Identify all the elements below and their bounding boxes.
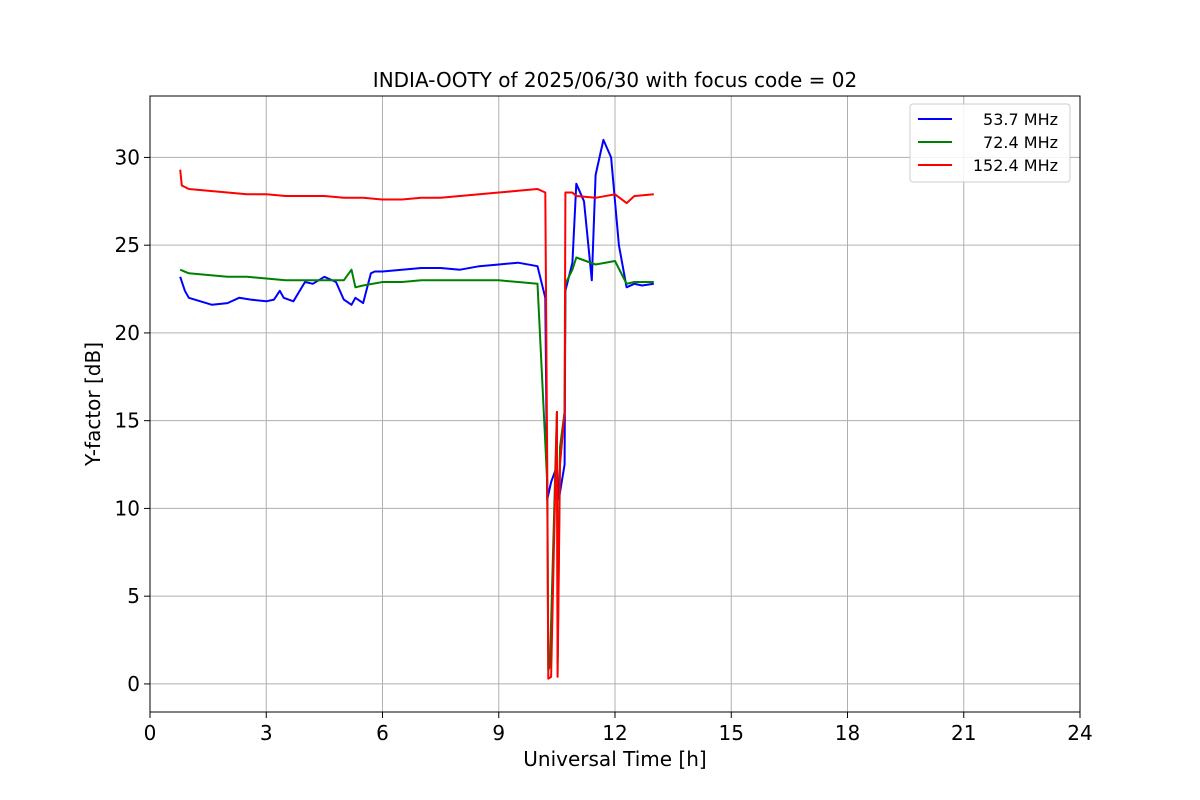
series-line-1 (179, 138, 654, 501)
y-tick-label: 25 (115, 233, 140, 257)
x-tick-label: 6 (376, 721, 389, 745)
x-tick-label: 18 (835, 721, 860, 745)
y-axis-label: Y-factor [dB] (81, 342, 105, 467)
axis-ticks: 0 3 6 9 12 15 18 21 24 0 5 10 15 20 25 30 (115, 145, 1093, 745)
legend-label-3: 152.4 MHz (973, 156, 1058, 175)
x-tick-label: 9 (492, 721, 505, 745)
legend: 53.7 MHz 72.4 MHz 152.4 MHz (909, 103, 1071, 183)
y-tick-label: 10 (115, 496, 140, 520)
legend-label-2: 72.4 MHz (983, 133, 1058, 152)
x-tick-label: 12 (602, 721, 627, 745)
y-tick-label: 30 (115, 145, 140, 169)
x-tick-label: 15 (719, 721, 744, 745)
x-tick-label: 21 (951, 721, 976, 745)
x-axis-label: Universal Time [h] (523, 747, 706, 771)
series-layer (179, 138, 654, 680)
y-tick-label: 5 (127, 584, 140, 608)
x-tick-label: 24 (1067, 721, 1092, 745)
legend-label-1: 53.7 MHz (983, 110, 1058, 129)
y-tick-label: 20 (115, 321, 140, 345)
legend-box (909, 103, 1071, 183)
y-tick-label: 15 (115, 409, 140, 433)
chart-title: INDIA-OOTY of 2025/06/30 with focus code… (373, 68, 857, 92)
series-line-2 (179, 256, 654, 671)
y-tick-label: 0 (127, 672, 140, 696)
x-tick-label: 0 (144, 721, 157, 745)
series-line-3 (179, 169, 654, 680)
x-tick-label: 3 (260, 721, 273, 745)
